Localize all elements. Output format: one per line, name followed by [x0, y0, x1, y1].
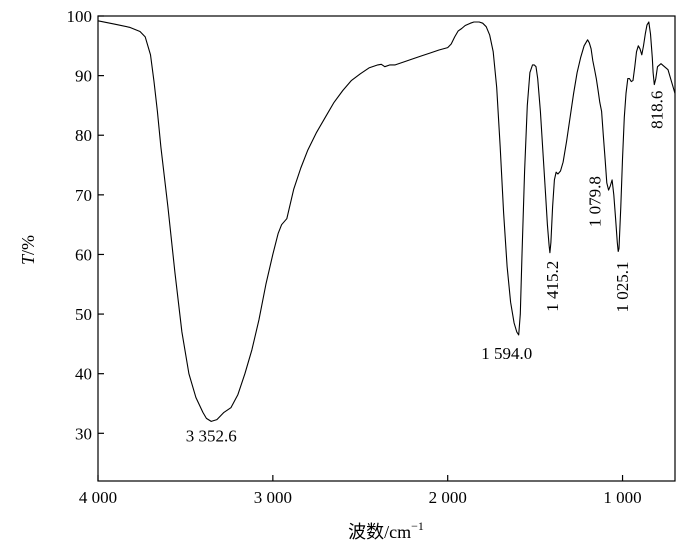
peak-label: 3 352.6	[186, 426, 237, 445]
y-tick-label: 100	[67, 7, 93, 26]
y-tick-label: 70	[75, 186, 92, 205]
transmittance-line	[97, 20, 676, 422]
y-axis-title: T/%	[18, 235, 38, 265]
y-tick-label: 40	[75, 365, 92, 384]
peak-label: 1 594.0	[481, 344, 532, 363]
y-tick-label: 50	[75, 305, 92, 324]
axis-ticks	[97, 15, 624, 481]
peak-annotations: 3 352.6 1 594.0 1 415.2 1 079.8 1 025.1 818.6	[186, 91, 667, 446]
plot-frame	[97, 15, 676, 482]
peak-label: 818.6	[647, 91, 666, 129]
x-tick-label: 1 000	[603, 488, 641, 507]
y-tick-label: 90	[75, 67, 92, 86]
y-tick-label: 30	[75, 424, 92, 443]
peak-label: 1 415.2	[543, 261, 562, 312]
x-tick-label: 2 000	[429, 488, 467, 507]
x-axis-title: 波数/cm−1	[348, 519, 424, 542]
axis-tick-labels: 4 000 3 000 2 000 1 000 30 40 50 60 70 80 90 100	[67, 7, 642, 507]
x-tick-label: 4 000	[79, 488, 117, 507]
peak-label: 1 079.8	[586, 176, 605, 227]
x-tick-label: 3 000	[254, 488, 292, 507]
y-tick-label: 80	[75, 126, 92, 145]
peak-label: 1 025.1	[613, 262, 632, 313]
y-tick-label: 60	[75, 245, 92, 264]
